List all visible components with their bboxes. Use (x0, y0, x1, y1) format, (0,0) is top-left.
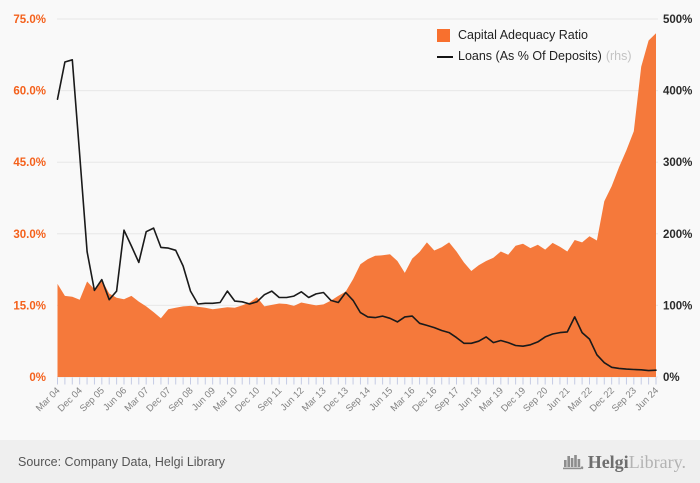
line-swatch-icon (437, 55, 453, 58)
x-axis-tick-label: Jun 24 (633, 385, 661, 413)
chart-area: 75.0% 500% 60.0% 400% 45.0% 300% 30.0% 200% 15.0… (13, 14, 692, 414)
legend-label: Capital Adequacy Ratio (458, 28, 588, 42)
left-axis-tick-label: 75.0% (13, 14, 46, 26)
legend-item-capital-adequacy: Capital Adequacy Ratio (437, 28, 632, 43)
chart-canvas: 75.0% 500% 60.0% 400% 45.0% 300% 30.0% 200% 15.0… (13, 14, 692, 414)
x-axis-tick-label: Sep 20 (521, 385, 550, 414)
right-axis-tick-label: 400% (663, 86, 692, 98)
legend: Capital Adequacy Ratio Loans (As % Of De… (437, 28, 632, 64)
x-axis-tick-label: Sep 23 (610, 385, 639, 414)
right-axis-tick-label: 200% (663, 229, 692, 241)
left-axis-tick-label: 45.0% (13, 157, 46, 169)
loans-line (56, 59, 657, 372)
footer: Source: Company Data, Helgi Library Helg… (0, 440, 700, 483)
x-axis-tick-label: Sep 17 (433, 385, 462, 414)
x-axis-tick-label: Sep 05 (78, 385, 107, 414)
left-axis-tick-label: 0% (29, 372, 46, 384)
area-swatch-icon (437, 29, 450, 42)
x-axis-tick-label: Sep 14 (344, 385, 373, 414)
right-axis-tick-label: 300% (663, 157, 692, 169)
legend-rhs-note: (rhs) (605, 49, 632, 63)
left-axis-tick-label: 30.0% (13, 229, 46, 241)
legend-item-loans: Loans (As % Of Deposits) (rhs) (437, 49, 632, 64)
right-axis-tick-label: 0% (663, 372, 680, 384)
x-axis-tick-label: Dec 10 (233, 385, 262, 414)
x-axis-tick-label: Sep 08 (167, 385, 196, 414)
helgi-logo: HelgiLibrary. (562, 452, 686, 471)
left-axis-tick-label: 15.0% (13, 300, 46, 312)
right-axis-tick-label: 500% (663, 14, 692, 26)
capital-adequacy-area (57, 33, 656, 378)
legend-label: Loans (As % Of Deposits) (458, 49, 602, 63)
left-axis-tick-label: 60.0% (13, 86, 46, 98)
logo-wordmark: HelgiLibrary. (587, 452, 686, 472)
source-text: Source: Company Data, Helgi Library (18, 454, 226, 469)
right-axis-tick-label: 100% (663, 300, 692, 312)
bar-chart-logo-icon (562, 455, 583, 470)
x-axis-tick-label: Sep 11 (256, 385, 285, 414)
